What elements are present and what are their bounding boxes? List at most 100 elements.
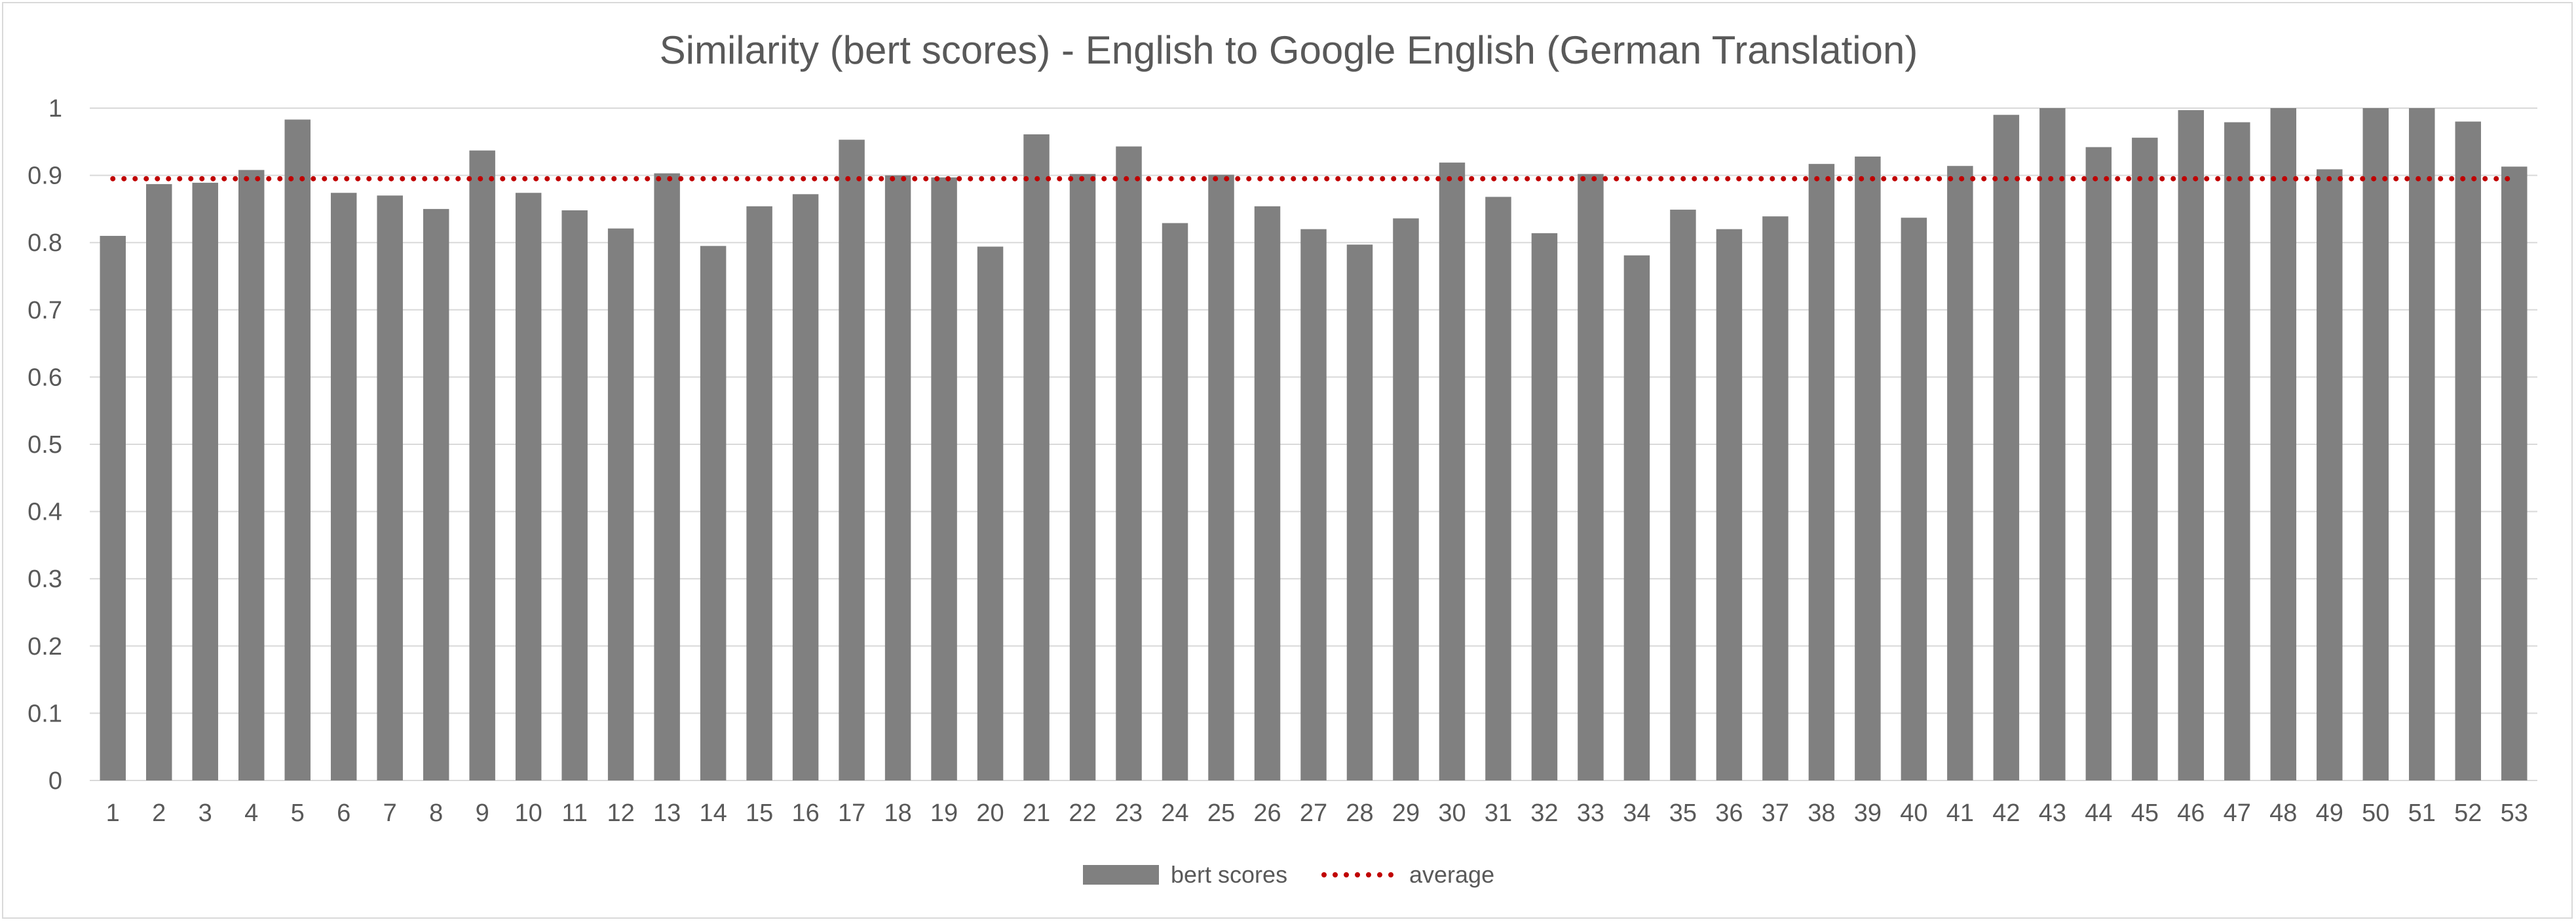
x-tick-label: 42: [1992, 799, 2020, 827]
bar: [2409, 108, 2435, 780]
x-tick-label: 13: [653, 799, 681, 827]
bar: [2178, 110, 2205, 780]
x-tick-label: 2: [152, 799, 166, 827]
x-tick-label: 36: [1715, 799, 1743, 827]
bar: [145, 183, 172, 780]
bar: [2317, 169, 2343, 781]
bar: [2085, 147, 2112, 780]
bar: [1716, 229, 1743, 780]
x-tick-label: 46: [2177, 799, 2205, 827]
chart-title: Similarity (bert scores) - English to Go…: [660, 28, 1918, 72]
x-tick-label: 21: [1023, 799, 1050, 827]
x-tick-label: 39: [1854, 799, 1882, 827]
y-tick-label: 0.6: [28, 364, 62, 391]
x-tick-label: 47: [2224, 799, 2251, 827]
x-tick-label: 48: [2269, 799, 2297, 827]
x-tick-label: 19: [930, 799, 958, 827]
y-tick-label: 1: [48, 95, 62, 123]
bar: [377, 195, 403, 780]
x-tick-label: 33: [1577, 799, 1604, 827]
x-tick-label: 35: [1669, 799, 1697, 827]
bar: [931, 177, 957, 781]
bar: [1439, 163, 1466, 780]
x-tick-label: 31: [1485, 799, 1512, 827]
x-tick-label: 16: [791, 799, 819, 827]
y-tick-label: 0.1: [28, 700, 62, 727]
legend-label-average: average: [1409, 861, 1494, 888]
bar: [2362, 108, 2389, 780]
x-tick-label: 11: [561, 799, 587, 827]
x-tick-label: 17: [838, 799, 865, 827]
y-tick-label: 0.8: [28, 229, 62, 257]
bar: [1162, 223, 1188, 780]
x-tick-label: 43: [2039, 799, 2066, 827]
bar: [1901, 218, 1927, 780]
x-axis-tick-labels: 1 2 3 4 5 6 7 8 9 10 11 12 13 14 15 16 17 18 19 20 21 22 23 24 2…: [106, 799, 2528, 827]
y-tick-label: 0.5: [28, 431, 62, 459]
bar: [977, 246, 1004, 781]
bar: [1808, 164, 1835, 780]
x-tick-label: 15: [746, 799, 773, 827]
x-tick-label: 41: [1946, 799, 1974, 827]
x-tick-label: 10: [515, 799, 542, 827]
bar: [1578, 174, 1604, 781]
bar: [1762, 216, 1789, 780]
x-tick-label: 5: [291, 799, 305, 827]
bar-series: [100, 108, 2528, 781]
bar: [1531, 233, 1558, 780]
bar: [100, 235, 126, 780]
x-tick-label: 26: [1253, 799, 1281, 827]
y-tick-label: 0.4: [28, 499, 62, 526]
x-tick-label: 24: [1161, 799, 1188, 827]
bar: [192, 182, 218, 780]
bar: [2270, 108, 2297, 780]
bar: [284, 119, 311, 780]
bar: [654, 173, 680, 781]
x-tick-label: 7: [383, 799, 397, 827]
bar: [515, 193, 542, 780]
bar: [238, 170, 265, 781]
y-tick-label: 0.7: [28, 297, 62, 324]
bar: [700, 246, 727, 781]
bar: [1670, 209, 1696, 780]
bar: [469, 150, 495, 780]
bar: [792, 194, 819, 780]
bar-chart: Similarity (bert scores) - English to Go…: [28, 28, 2537, 888]
x-tick-label: 27: [1300, 799, 1327, 827]
bar: [839, 140, 865, 781]
legend-bar-swatch: [1083, 865, 1159, 885]
bar: [1855, 156, 1881, 780]
bar: [1485, 197, 1511, 780]
bar: [423, 208, 449, 780]
x-tick-label: 38: [1808, 799, 1835, 827]
bar: [2224, 122, 2250, 780]
bar: [2455, 121, 2482, 780]
x-tick-label: 20: [976, 799, 1004, 827]
x-tick-label: 53: [2501, 799, 2528, 827]
bar: [1623, 255, 1650, 781]
bar: [2132, 138, 2158, 781]
x-tick-label: 23: [1115, 799, 1143, 827]
y-tick-label: 0.3: [28, 566, 62, 593]
x-tick-label: 8: [429, 799, 443, 827]
bar: [1023, 134, 1050, 780]
x-tick-label: 1: [106, 799, 120, 827]
legend: bert scores average: [1083, 861, 1494, 888]
bar: [1069, 174, 1096, 781]
bar: [1208, 174, 1234, 781]
x-tick-label: 14: [699, 799, 727, 827]
x-tick-label: 50: [2362, 799, 2389, 827]
x-tick-label: 22: [1069, 799, 1096, 827]
bar: [1393, 218, 1419, 780]
x-tick-label: 34: [1623, 799, 1650, 827]
x-tick-label: 45: [2131, 799, 2159, 827]
bar: [1254, 206, 1281, 780]
bar: [330, 193, 357, 780]
bar: [1346, 244, 1373, 780]
bar: [1947, 166, 1973, 781]
bar: [2501, 166, 2528, 781]
bar: [2039, 108, 2066, 780]
legend-label-bert-scores: bert scores: [1171, 861, 1287, 888]
bar: [746, 206, 772, 780]
